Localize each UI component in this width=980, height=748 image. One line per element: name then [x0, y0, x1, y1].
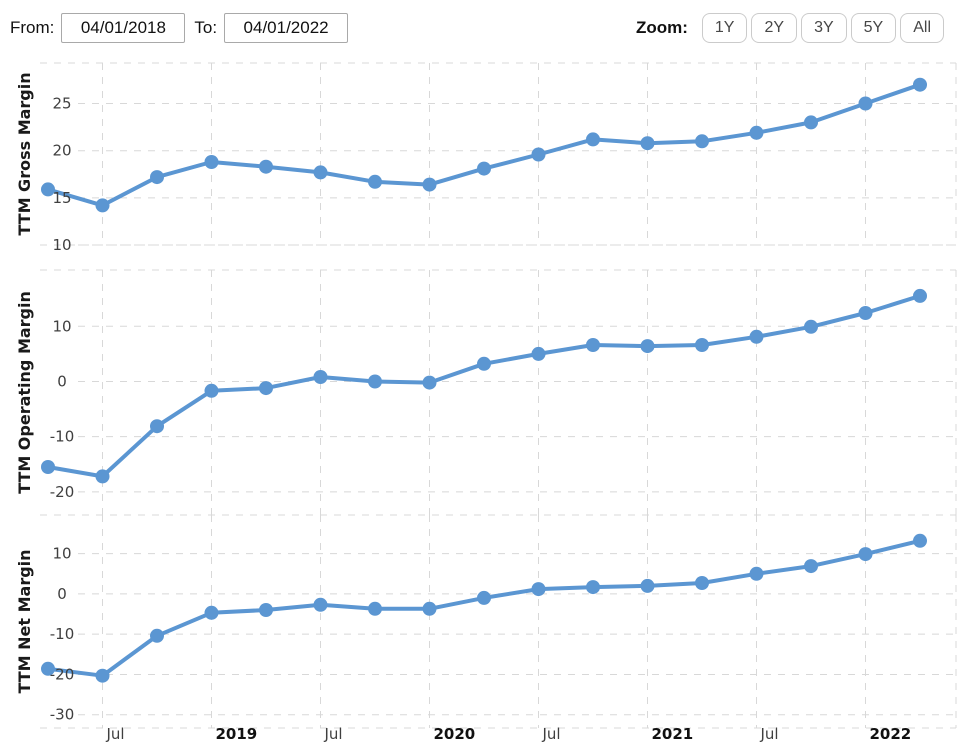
data-point-marker [95, 668, 110, 683]
ttm-gross-margin-line [46, 82, 922, 208]
x-tick-label: Jul [542, 725, 561, 743]
to-date-input[interactable] [224, 13, 349, 43]
data-point-marker [313, 597, 328, 612]
ttm-operating-margin-line [46, 293, 922, 479]
ttm-net-margin-line [46, 538, 922, 678]
y-tick-label: 20 [52, 142, 71, 160]
data-point-marker [858, 96, 873, 111]
zoom-button-group: 1Y 2Y 3Y 5Y All [698, 13, 944, 43]
data-point-marker [695, 338, 709, 352]
data-point-marker [804, 115, 818, 130]
data-point-marker [804, 319, 818, 334]
y-tick-label: 15 [52, 189, 71, 207]
data-point-marker [858, 306, 873, 320]
data-point-marker [531, 582, 546, 597]
x-tick-label: 2019 [216, 725, 258, 743]
data-point-marker [259, 603, 273, 617]
data-point-marker [695, 134, 709, 149]
data-point-marker [41, 661, 55, 676]
data-point-marker [150, 170, 164, 185]
data-point-marker [313, 370, 328, 384]
data-point-marker [749, 329, 764, 344]
y-tick-label: -20 [50, 665, 75, 683]
data-point-marker [913, 77, 927, 92]
data-point-marker [749, 125, 764, 140]
from-label: From: [10, 18, 55, 37]
x-tick-label: 2021 [652, 725, 694, 743]
data-point-marker [586, 338, 600, 352]
data-point-marker [586, 132, 600, 147]
data-point-marker [95, 469, 110, 484]
y-tick-label: 10 [52, 236, 71, 254]
data-point-marker [204, 605, 219, 620]
zoom-button-all[interactable]: All [900, 13, 944, 43]
data-point-marker [422, 601, 437, 616]
data-point-marker [259, 159, 273, 174]
data-point-marker [150, 628, 164, 643]
data-point-marker [531, 346, 546, 361]
y-tick-label: -10 [50, 428, 75, 446]
data-point-marker [477, 356, 491, 371]
data-point-marker [477, 161, 491, 176]
to-label: To: [194, 18, 218, 37]
zoom-button-5y[interactable]: 5Y [850, 13, 897, 43]
x-tick-label: Jul [324, 725, 343, 743]
ttm-gross-margin-axis-title: TTM Gross Margin [15, 72, 34, 235]
ttm-net-margin-axis-title: TTM Net Margin [15, 549, 34, 693]
y-tick-label: 10 [52, 545, 71, 563]
data-point-marker [313, 165, 328, 180]
zoom-button-3y[interactable]: 3Y [801, 13, 847, 43]
data-point-marker [41, 182, 55, 197]
data-point-marker [422, 375, 437, 390]
data-point-marker [640, 136, 655, 151]
data-point-marker [913, 533, 927, 548]
from-date-input[interactable] [61, 13, 186, 43]
data-point-marker [368, 174, 382, 189]
zoom-button-2y[interactable]: 2Y [751, 13, 798, 43]
zoom-label: Zoom: [635, 18, 688, 37]
ttm-net-margin-chart: 10 0 -10 -20 -30 TTM Net Margin [15, 514, 957, 729]
y-tick-label: -20 [50, 483, 75, 501]
y-tick-label: 0 [57, 585, 67, 603]
data-point-marker [150, 419, 164, 434]
data-point-marker [204, 155, 219, 169]
data-point-marker [422, 177, 437, 192]
x-tick-label: 2022 [870, 725, 912, 743]
date-range-controls: From: To: [10, 13, 357, 43]
data-point-marker [259, 381, 273, 396]
data-point-marker [95, 198, 110, 213]
x-tick-label: Jul [106, 725, 125, 743]
zoom-button-1y[interactable]: 1Y [701, 13, 748, 43]
data-point-marker [695, 576, 709, 590]
ttm-operating-margin-chart: 10 0 -10 -20 TTM Operating Margin [15, 269, 957, 516]
data-point-marker [640, 578, 655, 593]
y-tick-label: -10 [50, 625, 75, 643]
ttm-operating-margin-axis-title: TTM Operating Margin [15, 291, 34, 494]
data-point-marker [368, 374, 382, 389]
zoom-controls: Zoom: 1Y 2Y 3Y 5Y All [636, 13, 944, 43]
data-point-marker [913, 288, 927, 303]
x-tick-label: 2020 [434, 725, 476, 743]
data-point-marker [531, 147, 546, 162]
data-point-marker [477, 590, 491, 605]
y-tick-label: 0 [57, 372, 67, 390]
data-point-marker [204, 383, 219, 398]
data-point-marker [858, 547, 873, 562]
y-tick-label: 25 [52, 95, 71, 113]
x-axis-labels: Jul 2019 Jul 2020 Jul 2021 Jul 2022 [106, 725, 912, 743]
y-tick-label: -30 [50, 706, 75, 724]
y-tick-label: 10 [52, 317, 71, 335]
data-point-marker [586, 580, 600, 595]
data-point-marker [640, 339, 655, 354]
ttm-gross-margin-chart: 25 20 15 10 TTM Gross Margin [15, 62, 957, 254]
data-point-marker [368, 601, 382, 616]
data-point-marker [41, 460, 55, 474]
data-point-marker [749, 566, 764, 581]
x-tick-label: Jul [760, 725, 779, 743]
data-point-marker [804, 559, 818, 574]
